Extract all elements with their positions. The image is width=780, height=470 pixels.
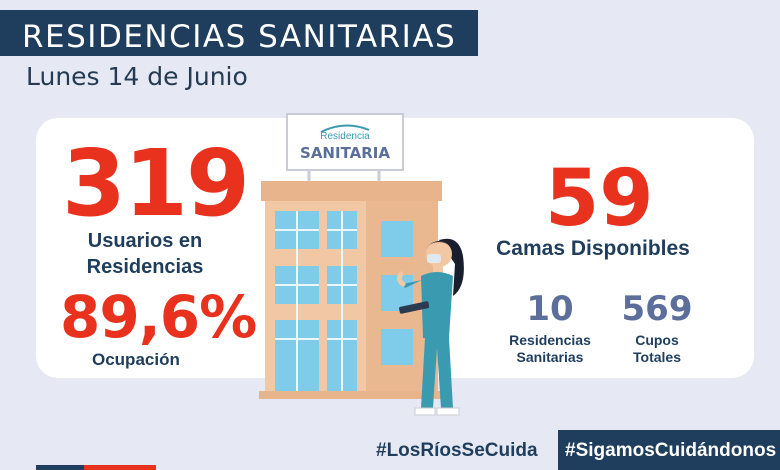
flag-strip-blue	[36, 465, 84, 470]
usuarios-label-line2: Residencias	[86, 256, 204, 278]
cupos-label-line1: Cupos	[635, 332, 679, 348]
building	[259, 181, 443, 399]
camas-count: 59	[545, 154, 654, 244]
cupos-label: Cupos Totales	[612, 332, 702, 366]
sign-small-text: Residencia	[320, 131, 370, 142]
page-title: RESIDENCIAS SANITARIAS	[22, 19, 457, 55]
nurse-figure	[396, 238, 464, 416]
usuarios-label-line1: Usuarios en	[87, 230, 203, 252]
residencias-label-line1: Residencias	[509, 332, 591, 348]
hashtag-los-rios: #LosRíosSeCuida	[376, 440, 538, 461]
residencias-label: Residencias Sanitarias	[500, 332, 600, 366]
residencia-sanitaria-sign: Residencia SANITARIA	[286, 113, 404, 184]
hashtag-banner	[558, 430, 780, 470]
usuarios-count: 319	[62, 130, 250, 237]
cupos-label-line2: Totales	[633, 349, 681, 365]
hashtag-sigamos: #SigamosCuidándonos	[565, 440, 777, 461]
residencias-count: 10	[526, 289, 574, 329]
residencias-label-line2: Sanitarias	[516, 349, 584, 365]
ocupacion-label: Ocupación	[92, 350, 180, 369]
camas-label: Camas Disponibles	[496, 237, 690, 260]
title-banner: RESIDENCIAS SANITARIAS	[0, 10, 478, 56]
sign-big-text: SANITARIA	[300, 144, 390, 162]
cupos-count: 569	[621, 289, 693, 329]
date-label: Lunes 14 de Junio	[26, 62, 248, 91]
usuarios-label: Usuarios en Residencias	[70, 228, 220, 280]
building-nurse-illustration: Residencia SANITARIA	[259, 113, 464, 416]
ocupacion-percent: 89,6%	[60, 283, 257, 351]
flag-strip-red	[84, 465, 156, 470]
